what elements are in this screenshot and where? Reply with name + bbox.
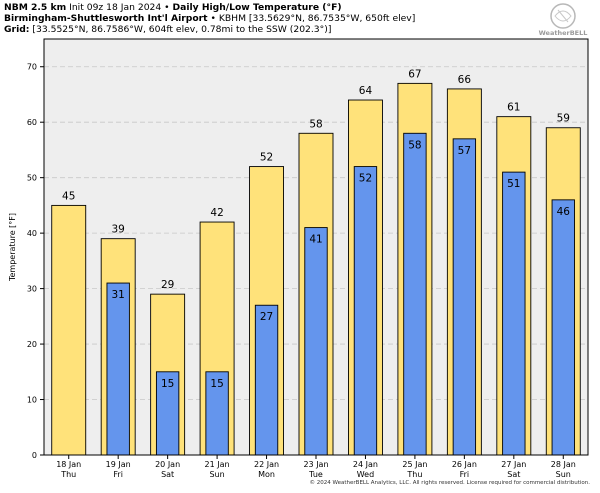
header-line-grid: Grid: [33.5525°N, 86.7586°W, 604ft elev,… (4, 24, 331, 35)
low-temp-label: 41 (309, 234, 322, 246)
bullet-separator: • (210, 13, 216, 24)
x-tick-label-day: Fri (460, 470, 470, 479)
station-info: KBHM [33.5629°N, 86.7535°W, 650ft elev] (218, 13, 416, 24)
x-tick-label-date: 26 Jan (452, 460, 477, 469)
header-line-station: Birmingham-Shuttlesworth Int'l Airport •… (4, 13, 415, 24)
y-tick-label: 20 (27, 340, 37, 349)
x-tick-label-date: 22 Jan (254, 460, 279, 469)
x-tick-label-date: 21 Jan (205, 460, 230, 469)
low-temp-label: 52 (359, 173, 372, 185)
y-tick-label: 10 (27, 396, 37, 405)
low-temp-bar (551, 199, 575, 456)
svg-text:WeatherBELL: WeatherBELL (539, 29, 588, 37)
x-tick-label-date: 23 Jan (303, 460, 328, 469)
low-temp-bar (353, 166, 378, 456)
high-temp-label: 59 (557, 113, 570, 125)
y-tick-label: 0 (32, 451, 37, 460)
low-temp-label: 15 (210, 378, 223, 390)
x-tick-label-day: Wed (357, 470, 374, 479)
high-temp-label: 66 (458, 74, 472, 86)
x-tick-label-day: Fri (113, 470, 123, 479)
bullet-separator: • (164, 2, 170, 13)
x-tick-label-date: 20 Jan (155, 460, 180, 469)
x-tick-label-day: Thu (406, 470, 422, 479)
y-tick-label: 50 (27, 174, 37, 183)
x-tick-label-day: Sat (161, 470, 174, 479)
x-tick-label-day: Tue (308, 470, 323, 479)
low-temp-label: 58 (408, 139, 421, 151)
low-temp-label: 51 (507, 178, 520, 190)
low-temp-bar (304, 227, 328, 456)
high-temp-bar (51, 204, 87, 456)
x-tick-label-day: Sat (507, 470, 520, 479)
x-tick-label-day: Sun (209, 470, 224, 479)
low-temp-bar (452, 138, 477, 456)
x-tick-label-day: Mon (258, 470, 275, 479)
station-name: Birmingham-Shuttlesworth Int'l Airport (4, 13, 208, 24)
high-temp-label: 58 (309, 118, 322, 130)
model-name: NBM 2.5 km (4, 2, 67, 13)
x-tick-label-date: 18 Jan (56, 460, 81, 469)
low-temp-label: 46 (557, 206, 571, 218)
x-tick-label-day: Sun (556, 470, 571, 479)
high-temp-label: 29 (161, 279, 174, 291)
plot-frame (43, 38, 589, 456)
y-tick-label: 60 (27, 118, 37, 127)
low-temp-bar (502, 171, 526, 456)
high-temp-label: 45 (62, 190, 75, 202)
x-tick-label-date: 25 Jan (402, 460, 427, 469)
x-tick-label-day: Thu (60, 470, 76, 479)
low-temp-bar (106, 282, 130, 456)
y-tick-label: 30 (27, 285, 37, 294)
low-temp-bar (403, 132, 427, 456)
high-temp-label: 42 (210, 207, 223, 219)
x-tick-label-date: 24 Jan (353, 460, 378, 469)
weatherbell-logo: WeatherBELL (539, 3, 588, 37)
grid-label: Grid: (4, 24, 30, 35)
grid-info: [33.5525°N, 86.7586°W, 604ft elev, 0.78m… (32, 24, 332, 35)
high-temp-label: 39 (111, 224, 124, 236)
low-temp-label: 27 (260, 311, 273, 323)
low-temp-label: 31 (111, 289, 124, 301)
y-axis-title: Temperature [°F] (8, 213, 17, 282)
copyright-footer: © 2024 WeatherBELL Analytics, LLC. All r… (309, 480, 590, 486)
x-tick-label-date: 27 Jan (501, 460, 526, 469)
x-tick-label-date: 28 Jan (551, 460, 576, 469)
header-line-model: NBM 2.5 km Init 09z 18 Jan 2024 • Daily … (4, 2, 342, 13)
high-temp-label: 64 (359, 85, 373, 97)
high-temp-label: 61 (507, 102, 520, 114)
y-tick-label: 70 (27, 63, 37, 72)
x-tick-label-date: 19 Jan (106, 460, 131, 469)
low-temp-label: 15 (161, 378, 174, 390)
init-time: Init 09z 18 Jan 2024 (69, 2, 162, 13)
high-temp-label: 52 (260, 152, 273, 164)
high-temp-label: 67 (408, 68, 421, 80)
low-temp-bar (254, 304, 279, 456)
y-tick-label: 40 (27, 229, 37, 238)
product-name: Daily High/Low Temperature (°F) (172, 2, 342, 13)
low-temp-label: 57 (458, 145, 471, 157)
